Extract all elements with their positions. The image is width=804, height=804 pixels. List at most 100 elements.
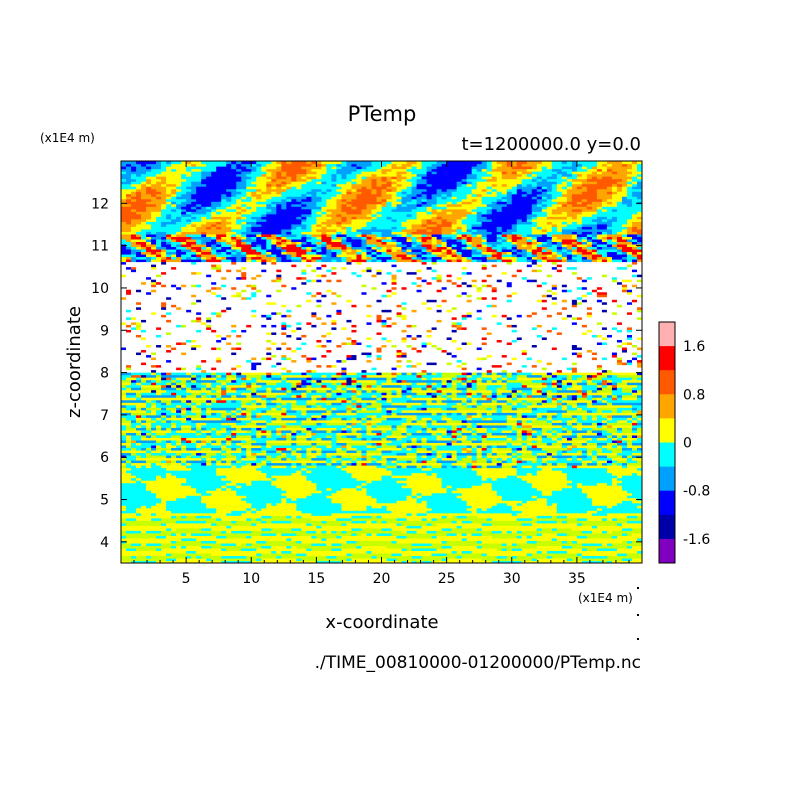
heatmap-cell [636,299,642,303]
heatmap-cell [171,344,192,348]
heatmap-cell [311,269,317,273]
heatmap-cell [191,485,222,489]
heatmap-cell [541,462,548,466]
heatmap-cell [541,299,548,303]
heatmap-cell [486,264,493,268]
heatmap-cell [161,253,167,258]
heatmap-cell [316,379,322,383]
heatmap-cell [281,274,317,278]
heatmap-cell [151,351,157,356]
heatmap-cell [421,248,428,253]
heatmap-cell [571,414,578,418]
heatmap-cell [406,535,433,539]
heatmap-cell [351,336,368,340]
heatmap-cell [396,359,403,363]
heatmap-cell [256,399,267,403]
heatmap-cell [226,389,237,393]
heatmap-cell [361,291,368,295]
heatmap-cell [396,314,403,318]
heatmap-cell [251,359,292,363]
heatmap-cell [211,382,222,386]
heatmap-cell [156,547,162,552]
heatmap-cell [446,515,453,519]
heatmap-cell [141,329,147,333]
heatmap-cell [341,434,348,438]
heatmap-cell [606,336,628,340]
heatmap-cell [271,459,327,464]
heatmap-cell [391,389,398,393]
heatmap-cell [141,336,147,340]
heatmap-cell [496,477,523,481]
heatmap-cell [596,289,623,293]
heatmap-cell [286,251,297,255]
heatmap-cell [441,515,448,519]
heatmap-cell [621,281,642,285]
heatmap-cell [451,462,468,466]
heatmap-cell [361,487,368,491]
heatmap-cell [236,417,252,421]
heatmap-cell [371,336,383,340]
heatmap-cell [336,449,348,454]
heatmap-cell [381,346,413,351]
heatmap-cell [511,374,518,378]
heatmap-cell [596,417,608,421]
heatmap-cell [631,356,638,361]
heatmap-cell [296,286,373,290]
heatmap-cell [536,540,563,544]
heatmap-cell [201,321,207,325]
heatmap-cell [126,459,132,464]
heatmap-cell [396,480,443,484]
heatmap-cell [401,241,413,245]
heatmap-cell [601,309,608,313]
heatmap-cell [506,377,518,381]
heatmap-cell [531,472,538,476]
heatmap-cell [131,560,157,563]
heatmap-cell [206,246,212,250]
heatmap-cell [451,354,458,358]
heatmap-cell [511,465,518,469]
heatmap-cell [141,542,147,547]
heatmap-cell [146,419,157,423]
heatmap-cell [486,517,493,521]
heatmap-cell [351,304,358,308]
heatmap-cell [141,419,147,423]
heatmap-cell [351,319,378,323]
heatmap-cell [176,439,182,443]
heatmap-cell [366,444,373,449]
heatmap-cell [536,402,543,406]
heatmap-cell [356,457,363,461]
heatmap-cell [311,414,322,418]
heatmap-cell [331,394,353,398]
heatmap-cell [596,452,618,456]
heatmap-cell [426,512,513,516]
heatmap-cell [206,427,212,431]
heatmap-cell [466,384,473,388]
heatmap-cell [611,243,618,248]
heatmap-cell [261,362,277,366]
heatmap-cell [451,404,468,408]
heatmap-cell [271,475,307,479]
heatmap-cell [436,434,443,438]
heatmap-cell [321,294,327,298]
heatmap-cell [636,238,642,242]
heatmap-cell [536,261,553,265]
heatmap-cell [371,258,378,263]
heatmap-cell [441,279,448,283]
heatmap-cell [441,382,448,386]
heatmap-cell [461,341,468,346]
heatmap-cell [481,377,493,381]
heatmap-cell [611,459,618,464]
heatmap-cell [381,404,408,408]
heatmap-cell [436,243,443,248]
heatmap-cell [386,399,393,403]
heatmap-cell [356,545,363,549]
heatmap-cell [621,284,628,288]
heatmap-cell [316,397,322,401]
heatmap-cell [571,442,583,446]
heatmap-cell [551,314,568,318]
heatmap-cell [246,517,252,521]
heatmap-cell [326,321,332,325]
heatmap-cell [331,457,343,461]
heatmap-cell [271,477,277,481]
heatmap-cell [216,256,222,260]
